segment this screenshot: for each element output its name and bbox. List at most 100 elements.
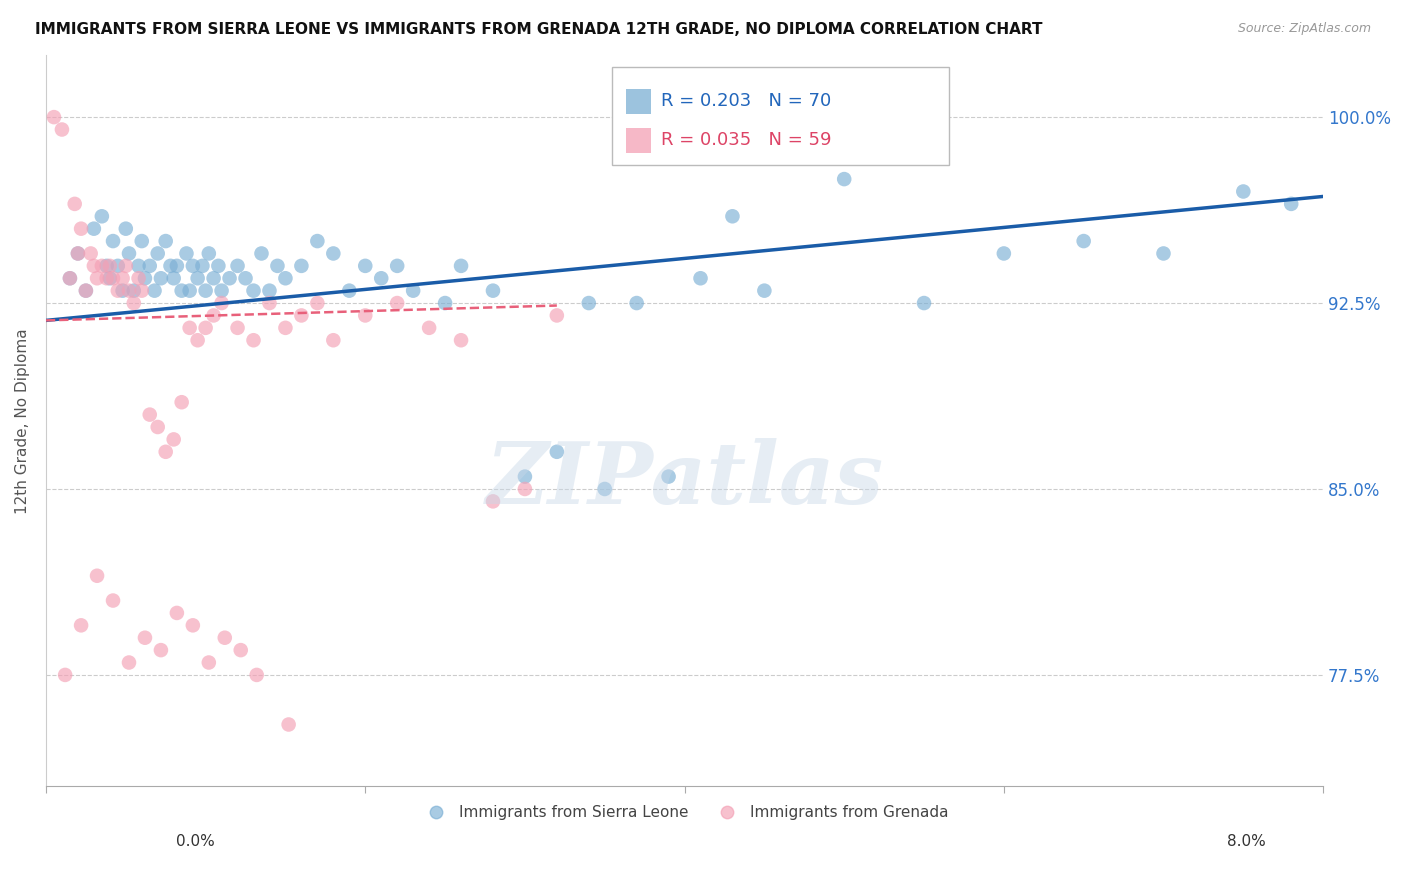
Point [96,271,118,285]
Point [322,333,344,347]
Point [337,284,360,298]
Point [721,209,744,223]
Point [59,271,82,285]
Point [155,234,177,248]
Text: 8.0%: 8.0% [1226,834,1265,849]
Point [578,296,600,310]
Point [111,271,134,285]
Point [290,259,312,273]
Point [149,643,172,657]
Point [198,656,221,670]
Point [993,246,1015,260]
Point [114,221,136,235]
Point [122,284,145,298]
Point [101,593,124,607]
Point [66,246,89,260]
Point [70,221,93,235]
Point [450,333,472,347]
Point [90,209,112,223]
Point [277,717,299,731]
Point [170,395,193,409]
Point [75,284,97,298]
Point [546,444,568,458]
Point [86,271,108,285]
Point [163,433,186,447]
Point [832,172,855,186]
Point [626,296,648,310]
Point [187,271,209,285]
Point [274,271,297,285]
Point [207,259,229,273]
Point [118,246,141,260]
Point [354,259,377,273]
Point [51,122,73,136]
Point [242,333,264,347]
Point [163,271,186,285]
Point [134,631,156,645]
Point [128,271,150,285]
Point [214,631,236,645]
Point [1232,185,1254,199]
Point [418,321,440,335]
Point [139,408,162,422]
Point [63,197,86,211]
Point [307,234,329,248]
Point [131,284,153,298]
Point [229,643,252,657]
Point [235,271,257,285]
Point [83,221,105,235]
Point [513,469,536,483]
Point [111,284,134,298]
Point [42,110,65,124]
Point [194,321,217,335]
Point [385,296,408,310]
Point [146,420,169,434]
Legend: Immigrants from Sierra Leone, Immigrants from Grenada: Immigrants from Sierra Leone, Immigrants… [415,799,955,826]
Point [322,246,344,260]
Y-axis label: 12th Grade, No Diploma: 12th Grade, No Diploma [15,328,30,514]
Point [250,246,273,260]
Point [274,321,297,335]
Point [107,284,129,298]
Point [159,259,181,273]
Point [482,284,505,298]
Point [143,284,166,298]
Point [107,259,129,273]
Point [1073,234,1095,248]
Point [482,494,505,508]
Point [101,271,124,285]
Point [176,246,198,260]
Point [1153,246,1175,260]
Point [354,309,377,323]
Point [101,234,124,248]
Point [146,246,169,260]
Point [134,271,156,285]
Point [66,246,89,260]
Point [79,246,101,260]
Point [166,606,188,620]
Point [198,246,221,260]
Point [179,321,201,335]
Point [259,284,281,298]
Point [181,259,204,273]
Point [689,271,711,285]
Point [53,668,76,682]
Text: IMMIGRANTS FROM SIERRA LEONE VS IMMIGRANTS FROM GRENADA 12TH GRADE, NO DIPLOMA C: IMMIGRANTS FROM SIERRA LEONE VS IMMIGRAN… [35,22,1043,37]
Point [98,259,121,273]
Point [593,482,616,496]
Point [83,259,105,273]
Point [149,271,172,285]
Point [128,259,150,273]
Point [246,668,269,682]
Text: R = 0.203   N = 70: R = 0.203 N = 70 [661,92,831,111]
Point [1279,197,1302,211]
Point [118,656,141,670]
Point [242,284,264,298]
Point [307,296,329,310]
Point [754,284,776,298]
Point [546,309,568,323]
Point [155,444,177,458]
Point [170,284,193,298]
Text: 0.0%: 0.0% [176,834,215,849]
Point [75,284,97,298]
